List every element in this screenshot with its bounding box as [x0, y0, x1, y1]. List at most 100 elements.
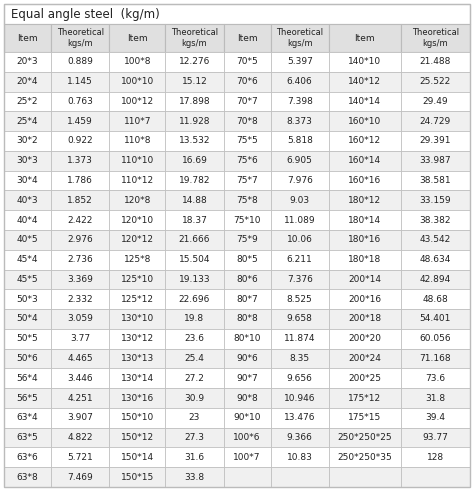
Bar [401, 467, 470, 487]
Bar [165, 111, 224, 131]
Text: 180*16: 180*16 [348, 235, 381, 245]
Bar [165, 408, 224, 428]
Bar [51, 111, 109, 131]
Text: 100*8: 100*8 [124, 57, 151, 66]
Bar [329, 408, 401, 428]
Bar [329, 131, 401, 151]
Bar [165, 250, 224, 270]
Text: 0.889: 0.889 [67, 57, 93, 66]
Text: 16.69: 16.69 [182, 156, 207, 165]
Text: 30*2: 30*2 [17, 136, 38, 145]
Text: 160*14: 160*14 [348, 156, 381, 165]
Text: 10.06: 10.06 [287, 235, 313, 245]
Bar [224, 408, 271, 428]
Text: 9.366: 9.366 [287, 433, 313, 442]
Bar [165, 467, 224, 487]
Text: 90*6: 90*6 [236, 354, 258, 363]
Text: 250*250*25: 250*250*25 [337, 433, 392, 442]
Text: 6.406: 6.406 [287, 77, 313, 86]
Bar [329, 388, 401, 408]
Bar [224, 428, 271, 447]
Bar [271, 428, 329, 447]
Bar [51, 91, 109, 111]
Text: 33.987: 33.987 [419, 156, 451, 165]
Bar [4, 151, 51, 171]
Bar [329, 428, 401, 447]
Bar [51, 408, 109, 428]
Text: 18.37: 18.37 [182, 216, 207, 224]
Bar [4, 131, 51, 151]
Bar [224, 131, 271, 151]
Text: 70*6: 70*6 [236, 77, 258, 86]
Text: 38.581: 38.581 [419, 176, 451, 185]
Text: 25.522: 25.522 [419, 77, 451, 86]
Text: 200*24: 200*24 [348, 354, 381, 363]
Text: Item: Item [355, 33, 375, 43]
Bar [224, 171, 271, 191]
Bar [271, 289, 329, 309]
Bar [165, 388, 224, 408]
Bar [51, 151, 109, 171]
Bar [109, 171, 165, 191]
Text: 130*16: 130*16 [121, 393, 154, 403]
Text: 27.2: 27.2 [184, 374, 204, 383]
Bar [329, 52, 401, 72]
Text: 80*6: 80*6 [236, 275, 258, 284]
Text: 63*6: 63*6 [17, 453, 38, 462]
Bar [51, 428, 109, 447]
Text: 8.525: 8.525 [287, 295, 313, 303]
Bar [109, 250, 165, 270]
Bar [271, 191, 329, 210]
Bar [109, 289, 165, 309]
Text: 100*12: 100*12 [121, 97, 154, 106]
Bar [51, 388, 109, 408]
Bar [271, 329, 329, 349]
Text: 5.397: 5.397 [287, 57, 313, 66]
Bar [329, 151, 401, 171]
Text: 80*5: 80*5 [236, 255, 258, 264]
Bar [271, 368, 329, 388]
Text: 56*5: 56*5 [17, 393, 38, 403]
Bar [109, 24, 165, 52]
Text: 5.721: 5.721 [67, 453, 93, 462]
Text: 33.8: 33.8 [184, 473, 204, 482]
Bar [329, 191, 401, 210]
Bar [109, 91, 165, 111]
Text: 45*4: 45*4 [17, 255, 38, 264]
Text: 71.168: 71.168 [419, 354, 451, 363]
Bar [165, 368, 224, 388]
Bar [329, 72, 401, 91]
Bar [4, 428, 51, 447]
Text: 7.976: 7.976 [287, 176, 313, 185]
Bar [109, 349, 165, 368]
Bar [109, 368, 165, 388]
Bar [109, 230, 165, 250]
Bar [4, 349, 51, 368]
Bar [109, 72, 165, 91]
Text: 3.059: 3.059 [67, 314, 93, 324]
Text: 200*25: 200*25 [348, 374, 381, 383]
Text: 39.4: 39.4 [425, 413, 445, 422]
Text: 125*12: 125*12 [121, 295, 154, 303]
Text: 4.251: 4.251 [67, 393, 93, 403]
Bar [51, 250, 109, 270]
Bar [271, 408, 329, 428]
Text: 140*12: 140*12 [348, 77, 381, 86]
Bar [271, 171, 329, 191]
Bar [109, 428, 165, 447]
Bar [109, 408, 165, 428]
Bar [224, 52, 271, 72]
Text: 20*4: 20*4 [17, 77, 38, 86]
Bar [224, 349, 271, 368]
Text: 22.696: 22.696 [179, 295, 210, 303]
Text: 130*14: 130*14 [121, 374, 154, 383]
Bar [4, 230, 51, 250]
Text: 125*8: 125*8 [124, 255, 151, 264]
Bar [165, 151, 224, 171]
Bar [271, 230, 329, 250]
Text: 130*13: 130*13 [121, 354, 154, 363]
Text: 9.656: 9.656 [287, 374, 313, 383]
Bar [165, 270, 224, 289]
Text: 48.634: 48.634 [419, 255, 451, 264]
Bar [401, 329, 470, 349]
